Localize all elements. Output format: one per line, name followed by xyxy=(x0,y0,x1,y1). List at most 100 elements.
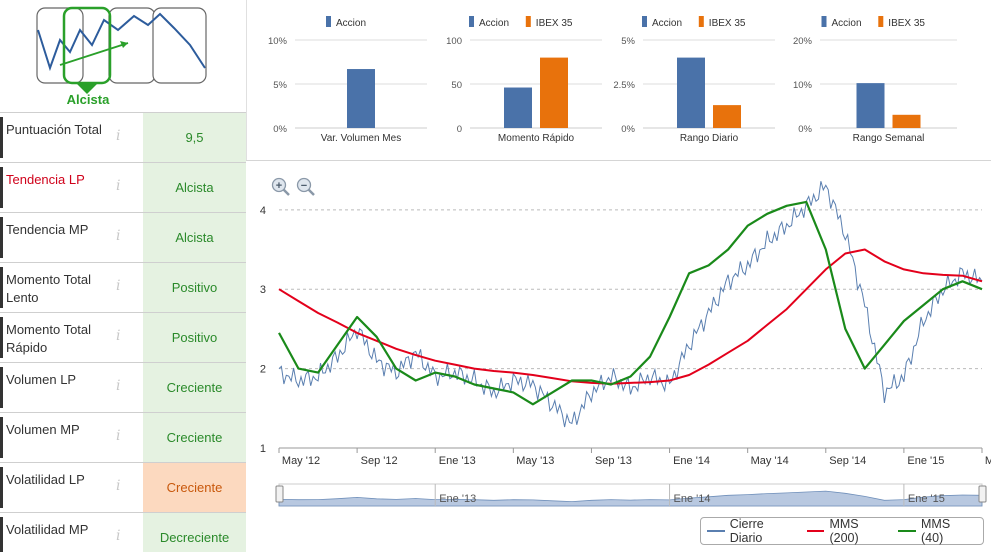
indicator-value: Positivo xyxy=(143,263,246,312)
y-tick-label: 2 xyxy=(260,364,266,376)
trend-panel: Alcista xyxy=(0,0,246,112)
indicator-value: Positivo xyxy=(143,313,246,362)
indicator-row: Tendencia LP i Alcista xyxy=(0,162,246,212)
y-tick-label: 50 xyxy=(451,80,462,91)
trend-illustration: Alcista xyxy=(36,6,207,107)
row-marker xyxy=(0,217,3,258)
category-label: Momento Rápido xyxy=(498,133,575,144)
legend-swatch xyxy=(326,16,331,27)
info-icon[interactable]: i xyxy=(116,478,121,494)
y-tick-label: 1 xyxy=(260,443,266,455)
navigator-tick-label: Ene '14 xyxy=(674,493,711,505)
indicator-value: Alcista xyxy=(143,163,246,212)
mini-chart-rango-semanal: Accion IBEX 35 0% 10% 20% Rango Semanal xyxy=(790,0,965,158)
info-icon[interactable]: i xyxy=(116,278,121,294)
trend-label: Alcista xyxy=(67,92,110,107)
legend-swatch xyxy=(469,16,474,27)
bar-accion[interactable] xyxy=(856,83,885,128)
y-tick-label: 4 xyxy=(260,205,266,217)
indicator-value: Creciente xyxy=(143,363,246,412)
x-tick-label: Sep '12 xyxy=(361,455,398,467)
legend-item-mms40[interactable]: MMS (40) xyxy=(898,517,975,545)
category-label: Var. Volumen Mes xyxy=(321,133,401,144)
indicator-row: Momento Total Lento i Positivo xyxy=(0,262,246,312)
info-icon[interactable]: i xyxy=(116,228,121,244)
row-marker xyxy=(0,467,3,508)
indicator-row: Momento Total Rápido i Positivo xyxy=(0,312,246,362)
info-icon[interactable]: i xyxy=(116,528,121,544)
legend-swatch xyxy=(698,16,704,27)
y-tick-label: 0% xyxy=(798,124,812,135)
y-tick-label: 10% xyxy=(793,80,813,91)
indicator-label: Volatilidad LP xyxy=(6,472,85,487)
category-label: Rango Semanal xyxy=(853,133,925,144)
indicator-value: 9,5 xyxy=(143,113,246,162)
x-tick-label: May '13 xyxy=(516,455,554,467)
info-icon[interactable]: i xyxy=(116,428,121,444)
indicator-label: Tendencia LP xyxy=(6,172,85,187)
mini-chart-rango-diario: Accion IBEX 35 0% 2.5% 5% Rango Diario xyxy=(613,0,783,158)
y-tick-label: 5% xyxy=(273,80,287,91)
indicator-label: Volatilidad MP xyxy=(6,522,89,537)
legend-label: MMS (40) xyxy=(921,517,951,545)
row-marker xyxy=(0,317,3,358)
chart-legend: Cierre Diario MMS (200) MMS (40) xyxy=(700,517,984,545)
row-marker xyxy=(0,117,3,158)
bar-accion[interactable] xyxy=(347,69,375,128)
legend-label: Accion xyxy=(336,18,366,29)
mini-chart-volumen: Accion 0% 5% 10% Var. Volumen Mes xyxy=(265,0,435,158)
indicator-value: Creciente xyxy=(143,463,246,512)
navigator-handle-right[interactable] xyxy=(978,485,987,503)
indicator-label: Puntuación Total xyxy=(6,122,102,137)
y-tick-label: 2.5% xyxy=(613,80,635,91)
legend-label: Accion xyxy=(652,18,682,29)
legend-label: IBEX 35 xyxy=(709,18,746,29)
x-tick-label: Sep '14 xyxy=(829,455,866,467)
y-tick-label: 20% xyxy=(793,36,813,47)
series-cierre-diario[interactable] xyxy=(278,181,983,428)
info-icon[interactable]: i xyxy=(116,378,121,394)
indicator-row: Puntuación Total i 9,5 xyxy=(0,112,246,162)
indicator-label: Volumen MP xyxy=(6,422,80,437)
legend-label: MMS (200) xyxy=(829,517,859,545)
indicator-value: Alcista xyxy=(143,213,246,262)
row-marker xyxy=(0,417,3,458)
indicator-label: Momento Total Lento xyxy=(6,272,92,305)
y-tick-label: 5% xyxy=(621,36,635,47)
indicator-row: Volumen LP i Creciente xyxy=(0,362,246,412)
info-icon[interactable]: i xyxy=(116,128,121,144)
x-tick-label: Ene '15 xyxy=(907,455,944,467)
bar-accion[interactable] xyxy=(504,87,532,128)
x-tick-label: May '14 xyxy=(751,455,789,467)
indicator-row: Volatilidad MP i Decreciente xyxy=(0,512,246,552)
bar-ibex[interactable] xyxy=(713,105,741,128)
x-tick-label: May '12 xyxy=(282,455,320,467)
row-marker xyxy=(0,367,3,408)
y-tick-label: 3 xyxy=(260,284,266,296)
bar-accion[interactable] xyxy=(677,57,705,128)
zoom-in-icon[interactable]: + xyxy=(271,177,291,197)
info-icon[interactable]: i xyxy=(116,178,121,194)
x-tick-label: Ene '13 xyxy=(439,455,476,467)
y-tick-label: 0 xyxy=(457,124,462,135)
series-mms-200[interactable] xyxy=(278,248,983,385)
legend-item-cierre[interactable]: Cierre Diario xyxy=(707,517,799,545)
bar-ibex[interactable] xyxy=(892,114,921,128)
legend-swatch xyxy=(642,16,647,27)
category-label: Rango Diario xyxy=(680,133,739,144)
indicator-row: Volatilidad LP i Creciente xyxy=(0,462,246,512)
series-mms-40[interactable] xyxy=(278,200,983,406)
indicator-value: Decreciente xyxy=(143,513,246,552)
legend-swatch xyxy=(525,16,531,27)
indicator-label: Tendencia MP xyxy=(6,222,89,237)
navigator-handle-left[interactable] xyxy=(275,485,284,503)
y-tick-label: 10% xyxy=(268,36,288,47)
indicator-value: Creciente xyxy=(143,413,246,462)
legend-item-mms200[interactable]: MMS (200) xyxy=(806,517,891,545)
bar-ibex[interactable] xyxy=(540,57,568,128)
info-icon[interactable]: i xyxy=(116,328,121,344)
row-marker xyxy=(0,517,3,552)
panel-divider xyxy=(246,0,247,160)
zoom-out-icon[interactable]: − xyxy=(296,177,316,197)
price-chart[interactable]: 1 2 3 4 May '12 Sep '12 Ene '13 May '13 Sep '13 E… xyxy=(247,166,991,552)
